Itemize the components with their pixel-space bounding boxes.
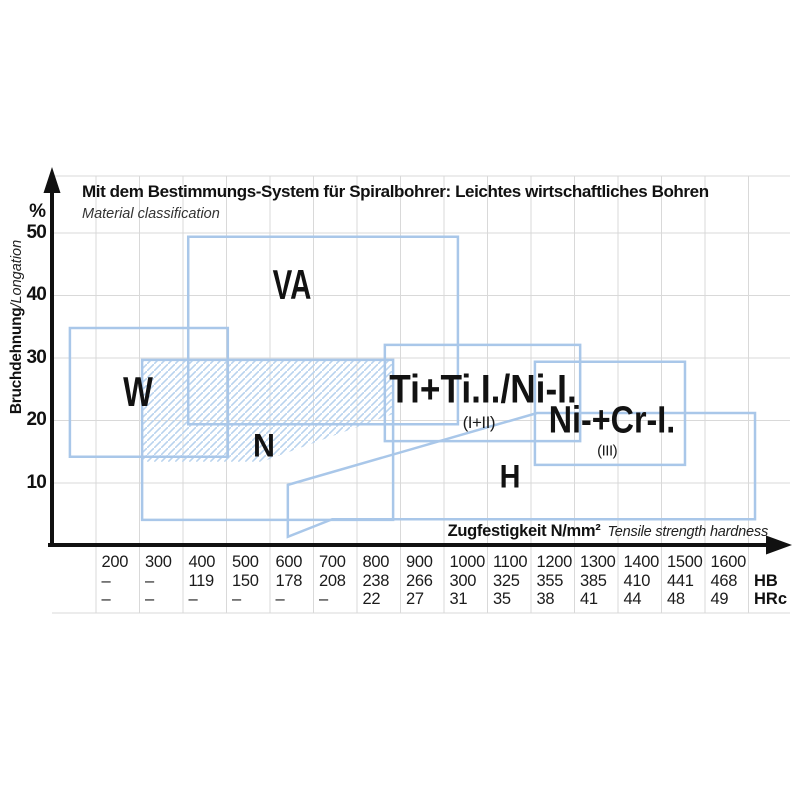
table-strength-700: 700 [319, 553, 346, 571]
table-hb-200: – [101, 571, 111, 590]
table-hb-400: 119 [188, 571, 215, 590]
table-strength-1400: 1400 [623, 553, 660, 571]
table-hb-1400: 410 [623, 571, 651, 590]
table-hb-900: 266 [406, 571, 433, 590]
x-axis-line [48, 543, 768, 547]
x-axis-title-en: Tensile strength hardness [607, 524, 768, 540]
table-strength-500: 500 [232, 553, 259, 571]
chart-title: Mit dem Bestimmungs-System für Spiralboh… [82, 182, 709, 201]
table-row-label-hrc: HRc [754, 590, 788, 608]
table-hrc-1400: 44 [623, 590, 642, 608]
table-strength-600: 600 [275, 553, 303, 571]
table-hb-300: – [145, 571, 154, 590]
table-hrc-600: – [275, 590, 285, 608]
y-tick-label-40: 40 [26, 284, 46, 305]
table-hb-800: 238 [362, 571, 390, 590]
table-hrc-1500: 48 [667, 590, 685, 608]
table-hrc-900: 27 [406, 590, 424, 608]
grid [52, 175, 790, 614]
y-axis-unit-label: % [29, 201, 46, 222]
table-strength-400: 400 [188, 553, 216, 571]
table-strength-200: 200 [101, 553, 129, 571]
table-hb-700: 208 [319, 571, 346, 590]
region-outline-ti [383, 343, 582, 443]
region-label-ti: Ti+Ti.I./Ni-I. [389, 367, 577, 412]
table-hrc-700: – [319, 590, 328, 608]
table-strength-1300: 1300 [580, 553, 616, 571]
y-tick-label-10: 10 [26, 471, 46, 493]
table-strength-1500: 1500 [667, 553, 703, 571]
table-hrc-1300: 41 [580, 590, 598, 608]
table-hrc-1600: 49 [710, 590, 729, 608]
table-hrc-200: – [101, 590, 111, 608]
region-label-ni: Ni-+Cr-I. [548, 399, 676, 442]
table-hrc-800: 22 [362, 590, 381, 608]
hatched-overlap-region [142, 359, 393, 462]
table-strength-1600: 1600 [710, 553, 747, 571]
table-row-label-hb: HB [754, 571, 778, 590]
table-hb-1300: 385 [580, 571, 607, 590]
x-axis-arrowhead-icon [766, 535, 792, 555]
region-label-h: H [499, 458, 521, 495]
x-axis-title: Zugfestigkeit N/mm² Tensile strength hard… [447, 522, 769, 541]
region-outline-h [286, 411, 757, 539]
y-axis-title: Bruchdehnung/Longation [8, 240, 26, 414]
table-hb-1100: 325 [493, 571, 520, 590]
y-tick-label-30: 30 [26, 346, 46, 368]
region-sublabel-ti: (I+II) [462, 413, 496, 432]
table-strength-1100: 1100 [493, 553, 528, 571]
table-strength-900: 900 [406, 553, 433, 571]
table-hrc-500: – [232, 590, 241, 608]
table-strength-1200: 1200 [536, 553, 573, 571]
table-hrc-400: – [188, 590, 198, 608]
region-outline-w [68, 326, 230, 458]
region-sublabel-ni: (III) [597, 442, 618, 460]
y-tick-label-20: 20 [26, 409, 46, 430]
table-hb-1600: 468 [710, 571, 738, 590]
region-label-w: W [123, 367, 154, 415]
y-tick-label-50: 50 [26, 221, 46, 243]
table-hb-1200: 355 [536, 571, 564, 590]
table-hb-1500: 441 [667, 571, 694, 590]
region-label-va: VA [272, 260, 312, 308]
table-hrc-300: – [145, 590, 154, 608]
table-strength-1000: 1000 [449, 553, 486, 571]
region-outline-va [186, 235, 460, 426]
chart-subtitle: Material classification [82, 206, 220, 222]
table-hrc-1200: 38 [536, 590, 555, 608]
table-hb-1000: 300 [449, 571, 477, 590]
chart-canvas [43, 167, 792, 614]
table-hb-600: 178 [275, 571, 303, 590]
table-hrc-1000: 31 [449, 590, 468, 608]
x-axis-title-de: Zugfestigkeit N/mm² [447, 522, 601, 540]
axes [43, 167, 792, 555]
table-strength-300: 300 [145, 553, 172, 571]
table-hb-500: 150 [232, 571, 259, 590]
y-axis-arrowhead-icon [43, 167, 61, 193]
y-axis-line [50, 190, 54, 547]
table-strength-800: 800 [362, 553, 390, 571]
table-hrc-1100: 35 [493, 590, 511, 608]
region-label-n: N [252, 427, 275, 464]
